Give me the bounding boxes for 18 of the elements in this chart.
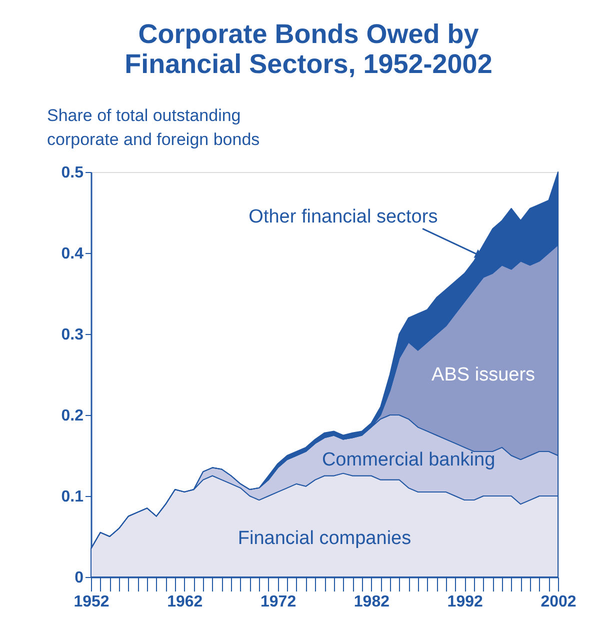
x-tick-label: 2002 — [540, 594, 576, 610]
chart-title: Corporate Bonds Owed by Financial Sectors, 1952-2002 — [124, 19, 492, 79]
y-tick-label: 0.3 — [61, 326, 84, 344]
y-tick-label: 0.5 — [61, 164, 84, 182]
series-label: Commercial banking — [322, 450, 496, 471]
series-label: ABS issuers — [432, 364, 536, 386]
y-axis-title: Share of total outstanding corporate and foreign bonds — [47, 106, 260, 149]
series-label: Financial companies — [238, 528, 412, 550]
x-tick-label: 1982 — [354, 594, 390, 610]
y-tick-label: 0.2 — [61, 408, 84, 424]
x-tick-label: 1962 — [167, 594, 203, 610]
x-tick-label: 1952 — [74, 594, 110, 610]
y-tick-label: 0.1 — [61, 488, 84, 506]
y-tick-label: 0 — [74, 570, 84, 586]
y-tick-label: 0.4 — [61, 246, 84, 262]
x-tick-label: 1992 — [447, 594, 483, 610]
text: Other financial sectors — [248, 206, 438, 228]
x-tick-label: 1972 — [260, 594, 296, 610]
